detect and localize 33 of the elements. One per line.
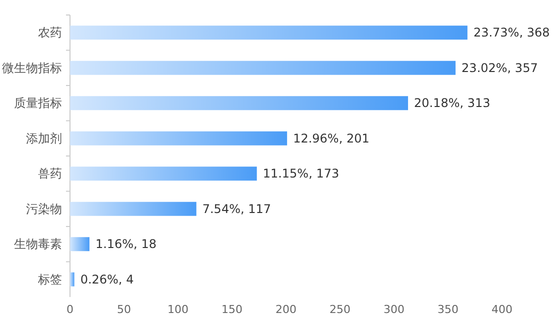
x-tick-label: 400 — [492, 303, 512, 316]
bar — [70, 202, 196, 216]
y-tick-label: 标签 — [37, 272, 62, 286]
data-label: 11.15%, 173 — [262, 166, 340, 181]
x-tick-label: 350 — [438, 303, 458, 316]
y-tick-label: 污染物 — [26, 202, 62, 216]
x-tick-label: 250 — [330, 303, 350, 316]
data-label: 12.96%, 201 — [293, 131, 370, 146]
data-label: 20.18%, 313 — [414, 96, 490, 110]
data-label: 7.54%, 117 — [202, 202, 272, 216]
data-label: 23.02%, 357 — [462, 60, 538, 75]
data-label: 23.73%, 368 — [473, 26, 550, 40]
y-tick-label: 兽药 — [38, 166, 62, 181]
bar — [70, 237, 90, 252]
x-tick-label: 150 — [222, 303, 242, 316]
bar — [70, 131, 288, 146]
y-tick-label: 质量指标 — [14, 96, 62, 110]
y-tick-label: 生物毒素 — [14, 237, 62, 252]
bar — [70, 26, 468, 40]
x-tick-label: 300 — [384, 303, 404, 316]
bar — [70, 60, 456, 75]
x-tick-label: 100 — [168, 303, 188, 316]
bar — [70, 96, 408, 110]
bar — [70, 272, 74, 286]
x-tick-label: 200 — [276, 303, 296, 316]
y-tick-label: 微生物指标 — [2, 60, 62, 75]
x-tick-label: 0 — [66, 303, 74, 316]
bar — [70, 166, 257, 181]
y-tick-label: 添加剂 — [26, 131, 62, 146]
y-tick-label: 农药 — [38, 26, 62, 40]
x-tick-label: 50 — [117, 303, 131, 316]
data-label: 0.26%, 4 — [80, 272, 134, 286]
data-label: 1.16%, 18 — [95, 237, 156, 252]
